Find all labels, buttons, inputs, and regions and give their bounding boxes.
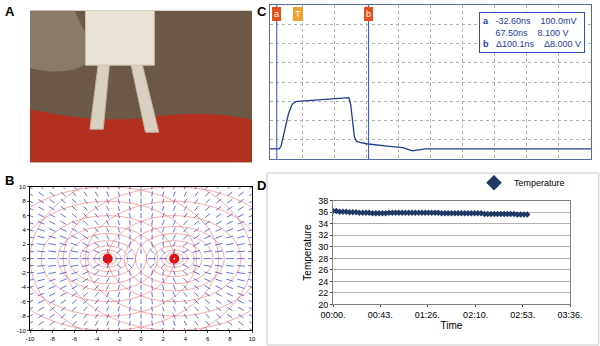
svg-text:10: 10 xyxy=(19,184,26,190)
svg-text:32: 32 xyxy=(318,230,328,240)
svg-text:T: T xyxy=(295,9,301,19)
svg-text:B: B xyxy=(5,173,14,188)
svg-text:-2: -2 xyxy=(20,270,26,276)
svg-text:-10: -10 xyxy=(17,328,26,334)
svg-text:-10: -10 xyxy=(26,336,35,342)
svg-text:00:00.: 00:00. xyxy=(320,310,345,320)
svg-text:0: 0 xyxy=(139,336,143,342)
svg-text:Time: Time xyxy=(441,320,463,331)
svg-text:22: 22 xyxy=(318,288,328,298)
svg-text:01:26.: 01:26. xyxy=(415,310,440,320)
svg-text:24: 24 xyxy=(318,277,328,287)
svg-text:Temperature: Temperature xyxy=(514,178,565,188)
svg-text:10: 10 xyxy=(249,336,256,342)
svg-text:8: 8 xyxy=(228,336,232,342)
svg-text:Temperature: Temperature xyxy=(302,224,313,281)
svg-text:30: 30 xyxy=(318,242,328,252)
svg-text:D: D xyxy=(257,178,266,193)
svg-text:38: 38 xyxy=(318,196,328,206)
svg-text:C: C xyxy=(257,4,267,19)
svg-text:4: 4 xyxy=(22,227,26,233)
svg-text:34: 34 xyxy=(318,219,328,229)
svg-text:-8: -8 xyxy=(20,313,26,319)
svg-text:2: 2 xyxy=(22,241,26,247)
svg-text:00:43.: 00:43. xyxy=(368,310,393,320)
svg-text:36: 36 xyxy=(318,207,328,217)
svg-text:a -32.60ns 100.0mV 67: a -32.60ns 100.0mV 67.50ns 8.100 Vb Δ100… xyxy=(483,16,581,49)
svg-text:20: 20 xyxy=(318,300,328,310)
svg-text:03:36.: 03:36. xyxy=(557,310,582,320)
svg-text:4: 4 xyxy=(184,336,188,342)
svg-text:-4: -4 xyxy=(94,336,100,342)
svg-text:28: 28 xyxy=(318,254,328,264)
svg-text:A: A xyxy=(5,4,15,19)
svg-text:26: 26 xyxy=(318,265,328,275)
svg-text:02:53.: 02:53. xyxy=(510,310,535,320)
svg-text:2: 2 xyxy=(162,336,166,342)
svg-text:-6: -6 xyxy=(72,336,78,342)
svg-text:-4: -4 xyxy=(20,284,26,290)
svg-text:a: a xyxy=(274,9,279,19)
svg-text:b: b xyxy=(366,9,371,19)
svg-text:-6: -6 xyxy=(20,299,26,305)
svg-text:6: 6 xyxy=(206,336,210,342)
svg-text:8: 8 xyxy=(22,198,26,204)
svg-text:-8: -8 xyxy=(50,336,56,342)
svg-text:-2: -2 xyxy=(116,336,122,342)
svg-text:0: 0 xyxy=(22,256,26,262)
svg-text:02:10.: 02:10. xyxy=(463,310,488,320)
svg-text:6: 6 xyxy=(22,213,26,219)
